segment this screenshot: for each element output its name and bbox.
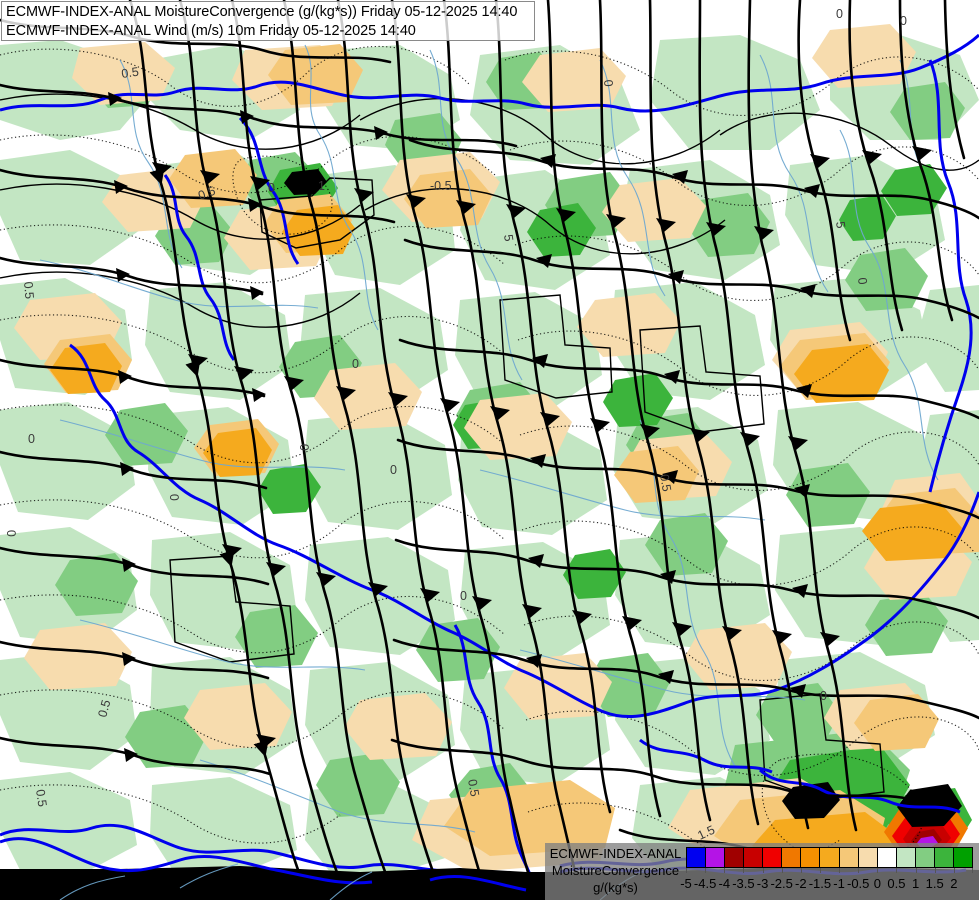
colorbar-tick-labels: -5 -4.5 -4 -3.5 -3 -2.5 -2 -1.5 -1 -0.5 0 0.5 1 1.5 2 [680, 876, 973, 894]
colorbar-swatch [953, 848, 972, 867]
colorbar-tick [781, 868, 783, 873]
svg-text:1.5: 1.5 [695, 823, 717, 843]
colorbar-tick [743, 868, 745, 873]
colorbar-swatch [687, 848, 707, 867]
svg-text:0.5: 0.5 [21, 281, 36, 300]
colorbar-tick-label: 1.5 [925, 876, 944, 891]
colorbar-swatch [763, 848, 783, 867]
svg-text:0.5: 0.5 [33, 788, 49, 807]
colorbar-swatch [801, 848, 821, 867]
contour-value-labels: 0.5 0 0.5 1 -0.5 5 0.5 0 0 0 0 0 0 0 0.5… [4, 7, 907, 843]
colorbar-tick-label: -2 [795, 876, 807, 891]
colorbar-tick [819, 868, 821, 873]
colorbar-swatch [839, 848, 859, 867]
colorbar-tick-label: -0.5 [846, 876, 870, 891]
svg-text:0: 0 [352, 357, 359, 371]
colorbar-tick-label: -3.5 [732, 876, 755, 891]
colorbar [686, 847, 973, 868]
colorbar-tick-label: 0.5 [887, 876, 906, 891]
svg-text:0: 0 [460, 589, 467, 603]
svg-text:0: 0 [4, 530, 18, 537]
colorbar-tick [686, 868, 687, 873]
svg-text:0: 0 [820, 689, 827, 703]
colorbar-tick [724, 868, 726, 873]
colorbar-swatch [915, 848, 935, 867]
svg-text:0: 0 [268, 181, 275, 195]
colorbar-tick-label: -1 [833, 876, 845, 891]
colorbar-swatch [858, 848, 878, 867]
colorbar-tick [915, 868, 917, 873]
legend-panel: ECMWF-INDEX-ANAL MoistureConvergence g/(… [545, 843, 979, 900]
svg-text:0: 0 [167, 494, 181, 501]
colorbar-tick [705, 868, 707, 873]
colorbar-swatch [706, 848, 726, 867]
colorbar-tick-label: 1 [911, 876, 920, 891]
wind-direction-arrows [108, 92, 932, 762]
svg-text:-0.5: -0.5 [430, 179, 452, 193]
svg-text:5: 5 [833, 220, 848, 229]
colorbar-tick [762, 868, 764, 873]
colorbar-tick [934, 868, 936, 873]
colorbar-tick [953, 868, 955, 873]
legend-colorbar-area: -5 -4.5 -4 -3.5 -3 -2.5 -2 -1.5 -1 -0.5 0 0.5 1 1.5 2 [680, 843, 979, 900]
colorbar-tick-label: -4.5 [693, 876, 717, 891]
colorbar-swatch [744, 848, 764, 867]
legend-units: g/(kg*s) [593, 880, 638, 895]
svg-text:5: 5 [501, 233, 516, 242]
colorbar-swatch [725, 848, 745, 867]
svg-text:0: 0 [855, 277, 870, 285]
colorbar-swatch [934, 848, 954, 867]
legend-model-name: ECMWF-INDEX-ANAL [549, 846, 682, 861]
svg-text:0: 0 [28, 432, 35, 446]
colorbar-ticks [686, 868, 973, 876]
svg-text:0.5: 0.5 [657, 473, 674, 493]
svg-text:0.5: 0.5 [95, 698, 113, 718]
colorbar-tick-label: -3 [756, 876, 769, 891]
colorbar-tick [896, 868, 898, 873]
svg-text:0: 0 [601, 79, 615, 87]
colorbar-swatch [782, 848, 802, 867]
colorbar-tick [877, 868, 879, 873]
svg-text:1: 1 [318, 179, 325, 193]
svg-text:0.5: 0.5 [120, 65, 139, 81]
legend-variable-name: MoistureConvergence [551, 863, 680, 878]
map-title-box: ECMWF-INDEX-ANAL MoistureConvergence (g/… [1, 1, 535, 41]
colorbar-tick-label: 2 [950, 876, 958, 891]
svg-text:0: 0 [390, 463, 397, 477]
colorbar-tick-label: -1.5 [808, 876, 832, 891]
colorbar-swatch [896, 848, 916, 867]
colorbar-swatch [820, 848, 840, 867]
colorbar-tick [972, 868, 973, 873]
colorbar-tick-label: -4 [718, 876, 731, 891]
colorbar-tick-label: -2.5 [770, 876, 793, 891]
colorbar-tick [858, 868, 860, 873]
svg-text:0: 0 [297, 444, 311, 451]
svg-text:0.5: 0.5 [196, 184, 217, 203]
colorbar-swatch [877, 848, 897, 867]
svg-text:0: 0 [836, 7, 843, 21]
svg-text:0.5: 0.5 [465, 778, 482, 798]
colorbar-tick [800, 868, 802, 873]
colorbar-tick [839, 868, 841, 873]
legend-description: ECMWF-INDEX-ANAL MoistureConvergence g/(… [545, 843, 686, 900]
colorbar-tick-label: 0 [873, 876, 881, 891]
svg-text:0: 0 [900, 14, 907, 28]
title-line-wind: ECMWF-INDEX-ANAL Wind (m/s) 10m Friday 0… [6, 23, 416, 39]
title-line-moisture-convergence: ECMWF-INDEX-ANAL MoistureConvergence (g/… [6, 4, 518, 20]
colorbar-tick-label: -5 [680, 876, 692, 891]
